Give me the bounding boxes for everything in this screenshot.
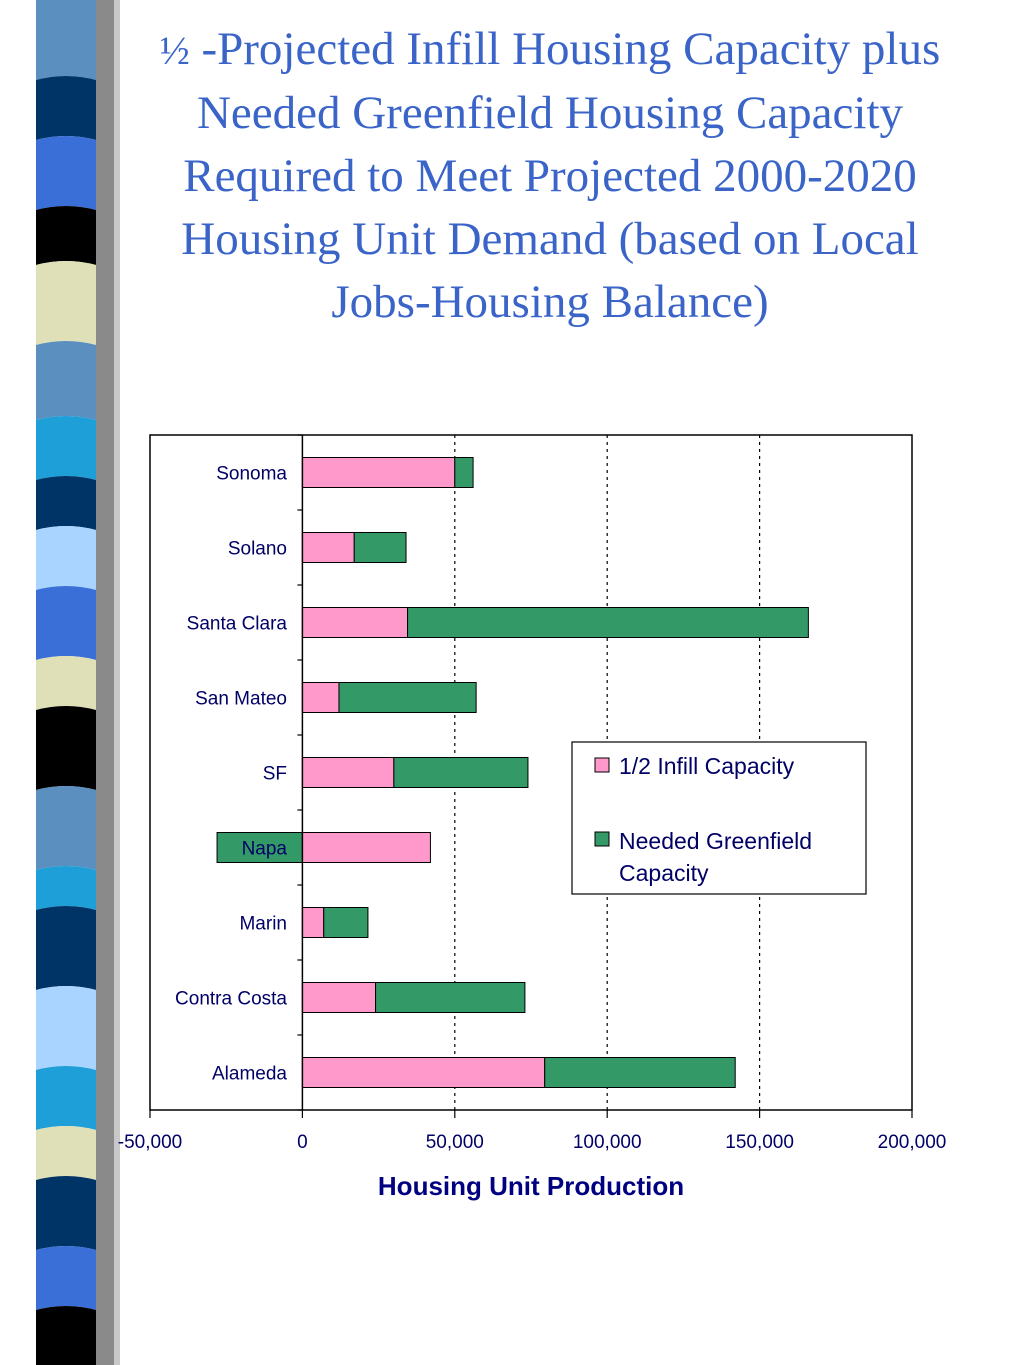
bar-greenfield-marin	[323, 907, 369, 938]
legend-label-greenfield: Needed Greenfield Capacity	[619, 828, 812, 886]
x-tick-label: 0	[297, 1132, 308, 1153]
bar-infill-napa	[301, 832, 431, 863]
legend-swatch-greenfield	[594, 831, 610, 847]
legend-label-infill: 1/2 Infill Capacity	[619, 753, 795, 779]
bar-greenfield-solano	[353, 532, 407, 563]
legend-box	[571, 741, 867, 895]
category-label: SF	[263, 764, 287, 785]
slide-title: ½ -Projected Infill Housing Capacity plu…	[140, 18, 960, 334]
bar-infill-santa-clara	[301, 607, 409, 638]
bar-greenfield-sf	[393, 757, 529, 788]
bar-infill-san-mateo	[301, 682, 340, 713]
title-half-symbol: ½	[159, 28, 190, 73]
x-tick-label: 50,000	[426, 1132, 484, 1153]
title-text: -Projected Infill Housing Capacity plus …	[181, 23, 941, 328]
bar-infill-marin	[301, 907, 325, 938]
bar-infill-sf	[301, 757, 395, 788]
category-label: Contra Costa	[175, 989, 287, 1010]
category-label: Solano	[228, 539, 287, 560]
bar-greenfield-contra-costa	[375, 982, 526, 1013]
category-label: Sonoma	[216, 464, 287, 485]
category-label: San Mateo	[195, 689, 287, 710]
x-tick-label: -50,000	[118, 1132, 182, 1153]
legend: 1/2 Infill Capacity Needed Greenfield Cap…	[571, 741, 867, 895]
bar-infill-contra-costa	[301, 982, 377, 1013]
bar-infill-solano	[301, 532, 355, 563]
category-label: Marin	[239, 914, 287, 935]
x-axis-title: Housing Unit Production	[378, 1171, 684, 1201]
decorative-side-strip	[0, 0, 120, 1365]
bar-greenfield-sonoma	[454, 457, 474, 488]
category-label: Napa	[242, 839, 288, 860]
x-tick-label: 100,000	[573, 1132, 642, 1153]
bar-infill-sonoma	[301, 457, 456, 488]
bar-infill-alameda	[301, 1057, 546, 1088]
bar-greenfield-alameda	[544, 1057, 736, 1088]
x-tick-label: 150,000	[725, 1132, 794, 1153]
category-label: Alameda	[212, 1064, 287, 1085]
bar-greenfield-santa-clara	[407, 607, 809, 638]
x-tick-label: 200,000	[878, 1132, 947, 1153]
bar-greenfield-san-mateo	[338, 682, 477, 713]
category-label: Santa Clara	[187, 614, 288, 635]
legend-swatch-infill	[594, 757, 610, 773]
